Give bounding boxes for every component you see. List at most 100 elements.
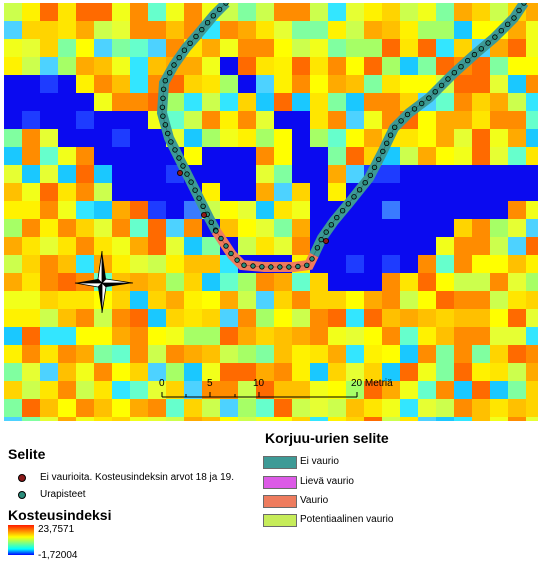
track-point <box>213 228 219 234</box>
track-point <box>160 95 166 101</box>
track-point <box>328 222 334 228</box>
track-point <box>392 124 398 130</box>
track-point <box>465 57 471 64</box>
track-point <box>404 111 411 118</box>
track-point <box>384 140 390 146</box>
track-point <box>277 264 283 270</box>
track-point <box>451 69 457 76</box>
track-point <box>162 122 168 128</box>
track-point <box>304 262 310 268</box>
track-point <box>223 3 229 6</box>
track-point <box>193 33 199 40</box>
track-point <box>204 20 211 26</box>
track-point <box>162 77 168 84</box>
track-point <box>192 187 198 193</box>
track-point <box>218 235 224 242</box>
track-point <box>159 104 166 110</box>
track-point <box>210 13 216 19</box>
track-point <box>511 15 517 21</box>
track-point <box>438 82 445 89</box>
track-point <box>268 264 274 270</box>
track-point <box>356 187 363 193</box>
moisture-index-map: 0 5 10 20 Metriä <box>4 3 538 421</box>
track-point <box>471 51 478 58</box>
track-point <box>171 62 177 68</box>
route-swatch-potential-damage <box>263 514 297 527</box>
track-point <box>176 155 182 161</box>
scale-label-0: 0 <box>159 378 165 389</box>
track-point <box>323 229 329 235</box>
track-point <box>199 26 205 33</box>
track-point <box>286 264 292 270</box>
track-point <box>516 7 522 14</box>
track-point <box>398 118 404 124</box>
route-item-no-damage: Ei vaurio <box>300 456 339 467</box>
index-min-label: -1,72004 <box>38 550 78 561</box>
track-point <box>411 106 418 112</box>
track-point <box>309 256 315 262</box>
north-arrow-icon <box>74 250 134 314</box>
legend-item-track-points: Urapisteet <box>40 489 86 500</box>
track-point <box>478 46 484 52</box>
track-point <box>419 100 425 107</box>
track-point <box>172 147 178 153</box>
track-point <box>164 130 171 137</box>
track-point <box>250 263 256 269</box>
track-point <box>505 21 511 27</box>
route-item-light-damage: Lievä vaurio <box>300 476 354 487</box>
track-point <box>492 34 498 40</box>
track-point <box>318 236 324 243</box>
track-point <box>160 86 167 92</box>
track-point <box>241 262 247 268</box>
track-point <box>485 40 491 46</box>
scale-label-10: 10 <box>253 378 265 389</box>
track-point <box>458 64 464 70</box>
track-point <box>223 243 229 249</box>
no-damage-point <box>176 169 183 176</box>
track-point <box>216 6 223 13</box>
track-point <box>351 194 357 200</box>
track-point <box>168 139 174 145</box>
track-point <box>376 156 382 163</box>
track-point <box>176 54 182 61</box>
route-item-damage: Vaurio <box>300 495 329 506</box>
route-item-potential-damage: Potentiaalinen vaurio <box>300 514 394 525</box>
route-swatch-no-damage <box>263 456 297 469</box>
track-point <box>259 264 265 270</box>
track-point-icon <box>18 491 26 499</box>
moisture-raster <box>4 3 538 421</box>
track-point <box>160 113 166 119</box>
track-point <box>228 250 234 257</box>
track-point <box>339 207 346 214</box>
track-point <box>166 70 173 76</box>
track-point <box>498 28 504 34</box>
track-point <box>196 195 202 201</box>
track-point <box>314 245 321 251</box>
track-point <box>432 89 438 95</box>
track-point <box>181 47 188 53</box>
legend-item-no-damage: Ei vaurioita. Kosteusindeksin arvot 18 j… <box>40 472 234 483</box>
track-point <box>188 179 194 185</box>
track-point <box>184 171 190 177</box>
track-point <box>187 40 193 46</box>
track-point <box>234 257 240 263</box>
legend-title: Selite <box>8 446 46 462</box>
track-point <box>180 163 186 169</box>
track-point <box>426 95 432 101</box>
track-point <box>521 3 527 6</box>
track-points <box>159 3 527 270</box>
no-damage-point <box>200 211 207 218</box>
track-point <box>387 132 394 138</box>
scale-label-20: 20 Metriä <box>351 378 393 389</box>
scale-label-5: 5 <box>207 378 213 389</box>
route-swatch-damage <box>263 495 297 508</box>
index-max-label: 23,7571 <box>38 524 75 535</box>
track-point <box>200 203 206 209</box>
index-color-ramp <box>8 525 34 555</box>
track-point <box>371 164 378 171</box>
index-legend-title: Kosteusindeksi <box>8 507 112 523</box>
track-point <box>334 214 340 221</box>
track-point <box>445 76 451 82</box>
scale-bar <box>161 392 358 398</box>
route-legend-title: Korjuu-urien selite <box>265 430 389 446</box>
